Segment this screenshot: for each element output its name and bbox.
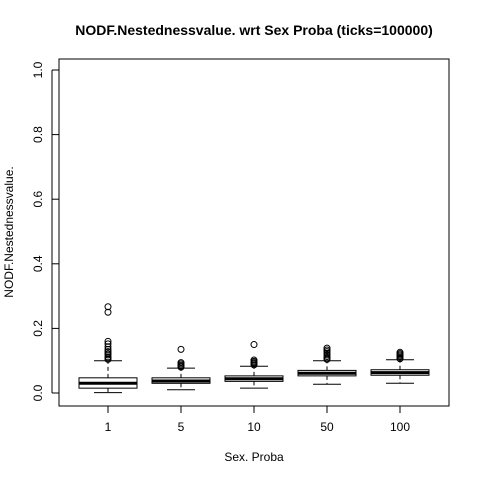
chart-title: NODF.Nestednessvalue. wrt Sex Proba (tic… <box>75 22 433 38</box>
plot-marks: 0.0 0.2 0.4 0.6 0.8 1.0 1 5 10 50 100 <box>31 61 430 434</box>
outlier-point <box>396 348 404 356</box>
x-tick-label: 5 <box>178 420 185 434</box>
outlier-point <box>104 343 112 351</box>
y-tick-label: 0.6 <box>31 191 45 208</box>
outlier-point <box>250 341 258 349</box>
x-tick-label: 100 <box>390 420 410 434</box>
outlier-point <box>104 340 112 348</box>
y-tick-label: 0.2 <box>31 320 45 337</box>
outlier-point <box>250 356 258 364</box>
outlier-point <box>177 345 185 353</box>
outlier-point <box>104 308 112 316</box>
outlier-point <box>177 359 185 367</box>
y-axis-label: NODF.Nestednessvalue. <box>2 166 16 297</box>
x-tick-label: 50 <box>320 420 334 434</box>
outlier-point <box>104 345 112 353</box>
y-tick-label: 0.4 <box>31 255 45 272</box>
y-tick-label: 0.8 <box>31 126 45 143</box>
x-tick-label: 1 <box>105 420 112 434</box>
x-axis-label: Sex. Proba <box>224 450 284 464</box>
outlier-point <box>323 346 331 354</box>
outlier-point <box>104 348 112 356</box>
outlier-point <box>104 353 112 361</box>
x-tick-label: 10 <box>247 420 261 434</box>
outlier-point <box>104 337 112 345</box>
outlier-point <box>323 344 331 352</box>
y-tick-label: 1.0 <box>31 61 45 78</box>
y-tick-label: 0.0 <box>31 384 45 401</box>
outlier-point <box>104 350 112 358</box>
outlier-point <box>104 303 112 311</box>
